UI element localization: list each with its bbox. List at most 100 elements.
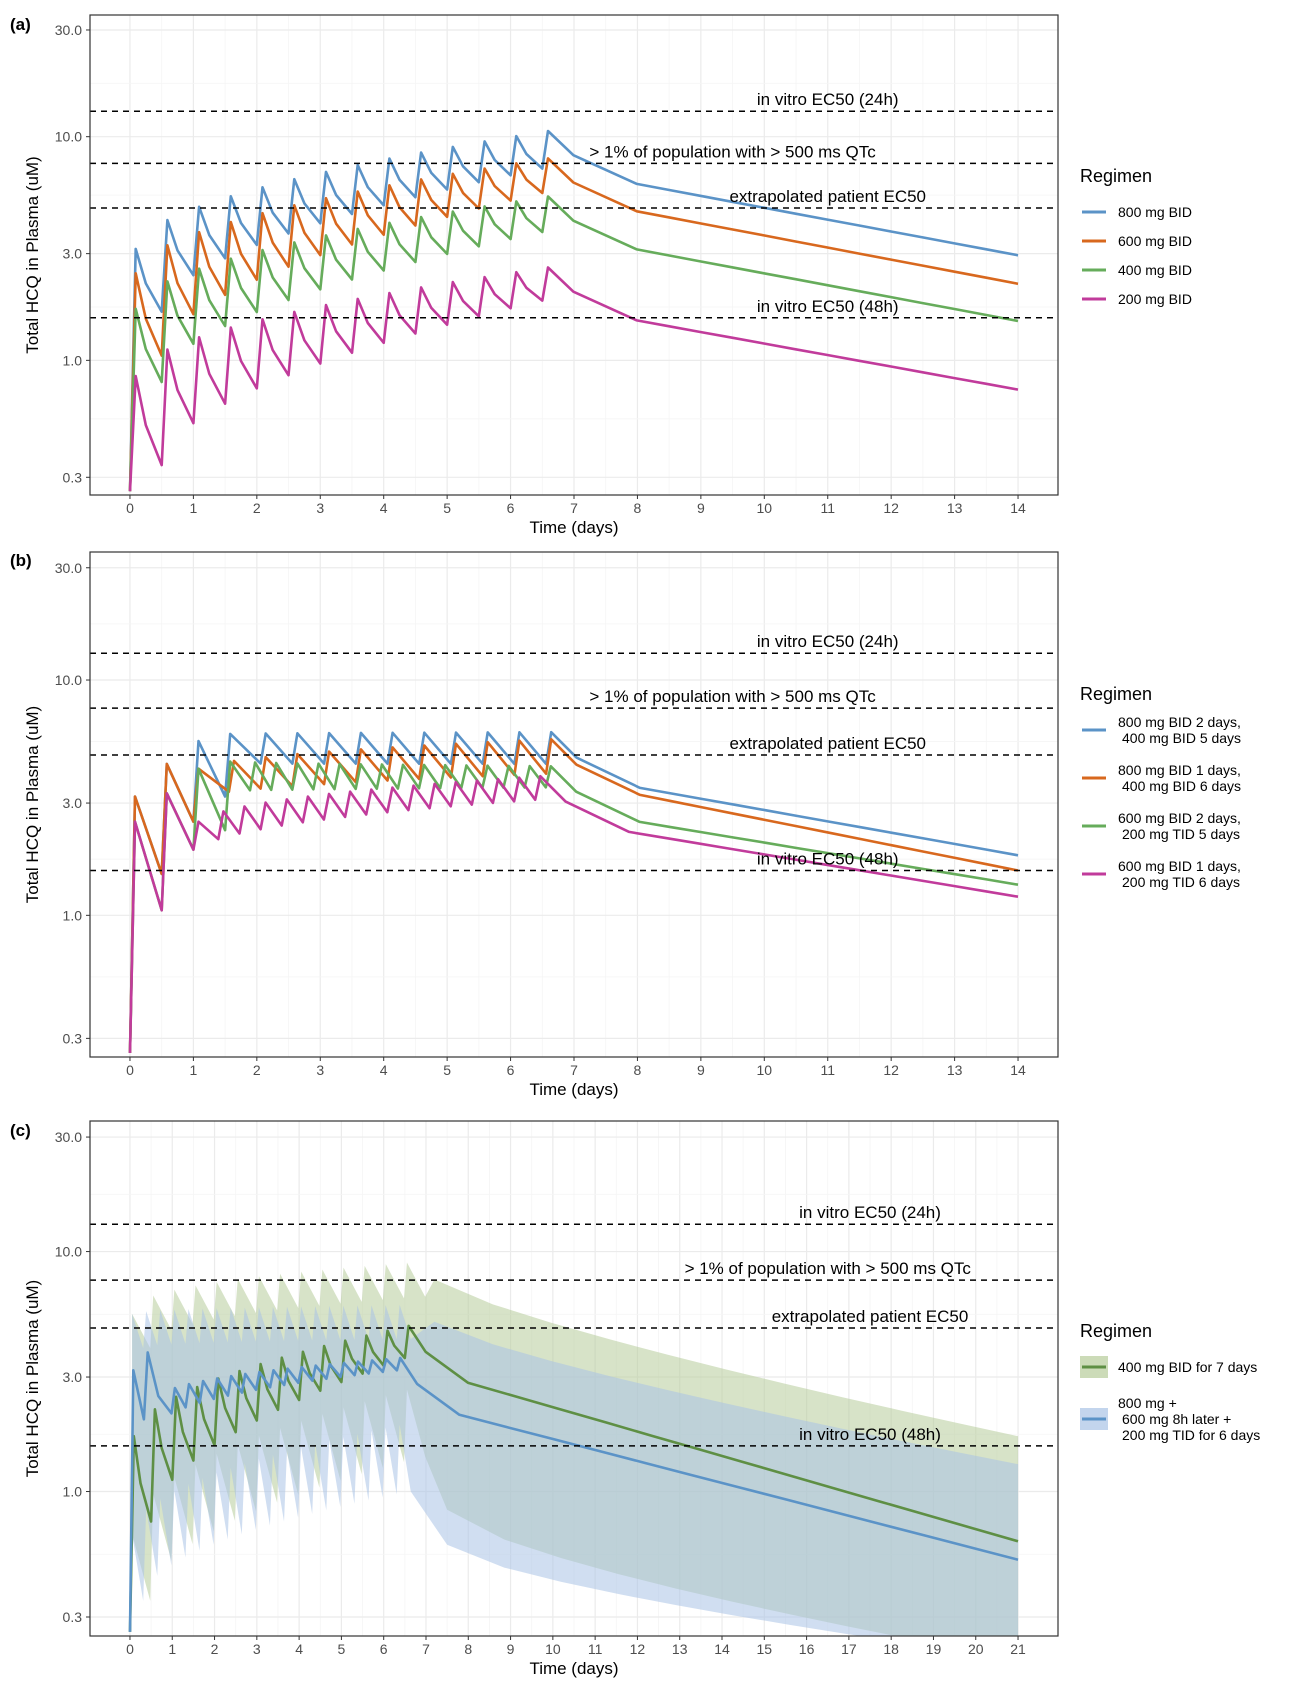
reference-line-label: in vitro EC50 (24h) xyxy=(757,90,899,109)
x-tick-label: 5 xyxy=(443,1062,451,1078)
x-tick-label: 11 xyxy=(588,1641,603,1657)
x-tick-label: 0 xyxy=(126,1641,134,1657)
x-axis-title: Time (days) xyxy=(529,1080,618,1099)
x-tick-label: 10 xyxy=(757,1062,773,1078)
x-tick-label: 1 xyxy=(189,500,197,516)
reference-line-label: extrapolated patient EC50 xyxy=(729,734,926,753)
x-tick-label: 14 xyxy=(1010,1062,1026,1078)
x-tick-label: 18 xyxy=(883,1641,899,1657)
x-tick-label: 4 xyxy=(380,1062,388,1078)
reference-line-label: in vitro EC50 (24h) xyxy=(799,1203,941,1222)
x-tick-label: 7 xyxy=(422,1641,430,1657)
x-tick-label: 8 xyxy=(634,1062,642,1078)
y-tick-label: 0.3 xyxy=(63,1609,83,1625)
series-line-1 xyxy=(128,730,1019,1054)
x-tick-label: 16 xyxy=(799,1641,815,1657)
y-tick-label: 0.3 xyxy=(63,469,83,485)
reference-line-label: in vitro EC50 (48h) xyxy=(799,1425,941,1444)
legend-label: 800 mg BID xyxy=(1118,204,1192,220)
x-axis-title: Time (days) xyxy=(529,518,618,537)
x-tick-label: 11 xyxy=(820,1062,835,1078)
x-tick-label: 3 xyxy=(253,1641,261,1657)
x-tick-label: 1 xyxy=(168,1641,176,1657)
legend: Regimen 800 mg BID 2 days, 400 mg BID 5 da… xyxy=(1080,684,1241,890)
y-axis-title: Total HCQ in Plasma (uM) xyxy=(23,1280,42,1477)
x-tick-label: 12 xyxy=(883,500,899,516)
panel-label: (c) xyxy=(10,1121,31,1140)
x-tick-label: 6 xyxy=(507,1062,515,1078)
x-axis-title: Time (days) xyxy=(529,1659,618,1678)
x-tick-label: 3 xyxy=(316,1062,324,1078)
x-tick-label: 17 xyxy=(841,1641,857,1657)
legend-label: 800 mg BID 2 days, 400 mg BID 5 days xyxy=(1118,714,1241,746)
series-line-1 xyxy=(128,129,1019,492)
x-tick-label: 8 xyxy=(634,500,642,516)
plot-area xyxy=(128,730,1019,1054)
x-tick-label: 2 xyxy=(211,1641,219,1657)
x-tick-label: 19 xyxy=(926,1641,942,1657)
y-tick-label: 1.0 xyxy=(63,352,83,368)
legend-label: 400 mg BID for 7 days xyxy=(1118,1359,1257,1375)
panel-label: (b) xyxy=(10,551,32,570)
x-tick-label: 13 xyxy=(947,1062,963,1078)
x-tick-label: 11 xyxy=(820,500,835,516)
y-tick-label: 3.0 xyxy=(63,795,83,811)
legend-label: 800 mg +600 mg 8h later +200 mg TID for … xyxy=(1118,1395,1260,1443)
x-tick-label: 1 xyxy=(189,1062,197,1078)
legend-label: 600 mg BID 2 days, 200 mg TID 5 days xyxy=(1118,810,1241,842)
legend-title: Regimen xyxy=(1080,166,1152,186)
legend-label: 600 mg BID xyxy=(1118,233,1192,249)
x-tick-label: 0 xyxy=(126,500,134,516)
reference-line-label: > 1% of population with > 500 ms QTc xyxy=(589,687,876,706)
confidence-band-2 xyxy=(132,1304,1019,1636)
reference-line-label: > 1% of population with > 500 ms QTc xyxy=(685,1259,972,1278)
legend-title: Regimen xyxy=(1080,684,1152,704)
plot-area xyxy=(128,1262,1019,1636)
series-line-2 xyxy=(128,157,1019,492)
reference-line-label: extrapolated patient EC50 xyxy=(729,187,926,206)
legend-label: 600 mg BID 1 days, 200 mg TID 6 days xyxy=(1118,858,1241,890)
y-axis-title: Total HCQ in Plasma (uM) xyxy=(23,156,42,353)
y-tick-label: 3.0 xyxy=(63,246,83,262)
reference-line-label: > 1% of population with > 500 ms QTc xyxy=(589,142,876,161)
x-tick-label: 20 xyxy=(968,1641,984,1657)
series-line-1 xyxy=(128,1324,1019,1632)
grid xyxy=(90,552,1058,1057)
legend-label: 400 mg BID xyxy=(1118,262,1192,278)
x-tick-label: 4 xyxy=(295,1641,303,1657)
x-tick-label: 6 xyxy=(380,1641,388,1657)
x-tick-label: 2 xyxy=(253,500,261,516)
y-tick-label: 10.0 xyxy=(55,672,82,688)
y-tick-label: 30.0 xyxy=(55,560,82,576)
x-tick-label: 4 xyxy=(380,500,388,516)
reference-line-label: in vitro EC50 (24h) xyxy=(757,632,899,651)
x-tick-label: 12 xyxy=(883,1062,899,1078)
x-tick-label: 12 xyxy=(630,1641,646,1657)
legend-title: Regimen xyxy=(1080,1321,1152,1341)
panel-label: (a) xyxy=(10,15,31,34)
x-tick-label: 5 xyxy=(338,1641,346,1657)
x-tick-label: 13 xyxy=(947,500,963,516)
series-line-3 xyxy=(128,760,1019,1054)
y-tick-label: 10.0 xyxy=(55,1244,82,1260)
series-line-3 xyxy=(128,195,1019,492)
x-tick-label: 15 xyxy=(757,1641,773,1657)
y-axis-title: Total HCQ in Plasma (uM) xyxy=(23,706,42,903)
series-line-2 xyxy=(128,1351,1019,1632)
plot-area xyxy=(128,129,1019,492)
legend: Regimen 400 mg BID for 7 days 800 mg +600 … xyxy=(1080,1321,1260,1443)
reference-line-label: in vitro EC50 (48h) xyxy=(757,850,899,869)
reference-line-label: extrapolated patient EC50 xyxy=(772,1307,969,1326)
x-tick-label: 7 xyxy=(570,500,578,516)
x-tick-label: 9 xyxy=(697,500,705,516)
legend-label: 800 mg BID 1 days, 400 mg BID 6 days xyxy=(1118,762,1241,794)
x-tick-label: 14 xyxy=(714,1641,730,1657)
y-tick-label: 30.0 xyxy=(55,22,82,38)
x-tick-label: 9 xyxy=(507,1641,515,1657)
y-tick-label: 1.0 xyxy=(63,1484,83,1500)
panel-b: in vitro EC50 (24h) > 1% of population wi… xyxy=(10,551,1241,1099)
panel-a: in vitro EC50 (24h) > 1% of population wi… xyxy=(10,14,1192,537)
x-tick-label: 21 xyxy=(1010,1641,1026,1657)
series-line-4 xyxy=(128,266,1019,492)
